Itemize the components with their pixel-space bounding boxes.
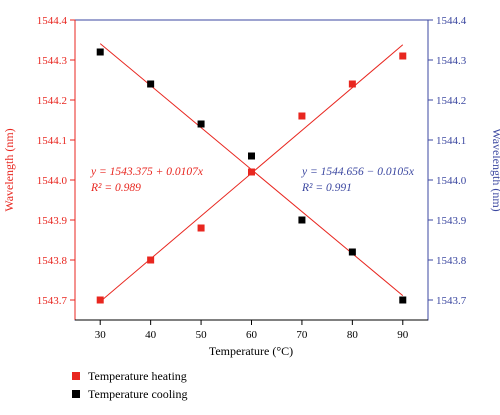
left-y-tick-label: 1544.0 <box>37 175 68 187</box>
data-points <box>96 48 407 304</box>
legend-label-heating: Temperature heating <box>88 369 187 383</box>
heating-point <box>147 256 155 264</box>
left-y-tick-label: 1543.7 <box>37 295 68 307</box>
left-y-axis-title: Wavelength (nm) <box>2 128 16 211</box>
legend-marker-cooling <box>72 390 80 398</box>
x-tick-label: 70 <box>296 329 308 341</box>
cooling-point <box>248 152 255 160</box>
right-y-tick-label: 1544.2 <box>436 95 466 107</box>
legend-label-cooling: Temperature cooling <box>88 387 187 401</box>
x-tick-label: 40 <box>145 329 157 341</box>
cooling-point <box>147 80 155 88</box>
legend: Temperature heating Temperature cooling <box>72 369 187 401</box>
left-y-tick-label: 1544.2 <box>37 95 67 107</box>
right-y-tick-label: 1543.7 <box>436 295 467 307</box>
right-y-axis-ticks: 1543.7 1543.8 1543.9 1544.0 1544.1 1544.2 1544… <box>428 15 467 307</box>
x-tick-label: 90 <box>397 329 409 341</box>
heating-point <box>298 112 306 120</box>
heating-point <box>197 224 205 232</box>
cooling-fit-r2: R² = 0.991 <box>301 182 352 194</box>
heating-fit-r2: R² = 0.989 <box>90 182 141 194</box>
right-y-tick-label: 1543.8 <box>436 255 467 267</box>
right-y-axis-title: Wavelength (nm) <box>490 128 500 211</box>
right-y-tick-label: 1544.0 <box>436 175 467 187</box>
heating-point <box>348 80 356 88</box>
x-tick-label: 60 <box>246 329 258 341</box>
cooling-point <box>197 120 205 128</box>
cooling-point <box>399 296 407 304</box>
right-y-tick-label: 1543.9 <box>436 215 467 227</box>
left-y-tick-label: 1544.1 <box>37 135 67 147</box>
x-axis-title: Temperature (°C) <box>209 344 293 358</box>
right-y-tick-label: 1544.1 <box>436 135 466 147</box>
cooling-point <box>348 248 356 256</box>
x-axis-ticks: 30 40 50 60 70 80 90 <box>95 320 409 341</box>
heating-point <box>248 168 255 176</box>
right-y-tick-label: 1544.3 <box>436 55 467 67</box>
x-tick-label: 80 <box>347 329 359 341</box>
left-y-tick-label: 1544.4 <box>37 15 68 27</box>
cooling-point <box>298 216 306 224</box>
left-y-axis-ticks: 1543.7 1543.8 1543.9 1544.0 1544.1 1544.2 1544… <box>37 15 75 307</box>
left-y-tick-label: 1544.3 <box>37 55 68 67</box>
x-tick-label: 30 <box>95 329 107 341</box>
heating-point <box>96 296 104 304</box>
right-y-tick-label: 1544.4 <box>436 15 467 27</box>
legend-marker-heating <box>72 372 80 380</box>
left-y-tick-label: 1543.9 <box>37 215 68 227</box>
x-tick-label: 50 <box>196 329 208 341</box>
heating-point <box>399 52 407 60</box>
cooling-point <box>96 48 104 56</box>
heating-fit-equation: y = 1543.375 + 0.0107x <box>90 166 204 178</box>
left-y-tick-label: 1543.8 <box>37 255 68 267</box>
cooling-fit-equation: y = 1544.656 − 0.0105x <box>301 166 415 178</box>
